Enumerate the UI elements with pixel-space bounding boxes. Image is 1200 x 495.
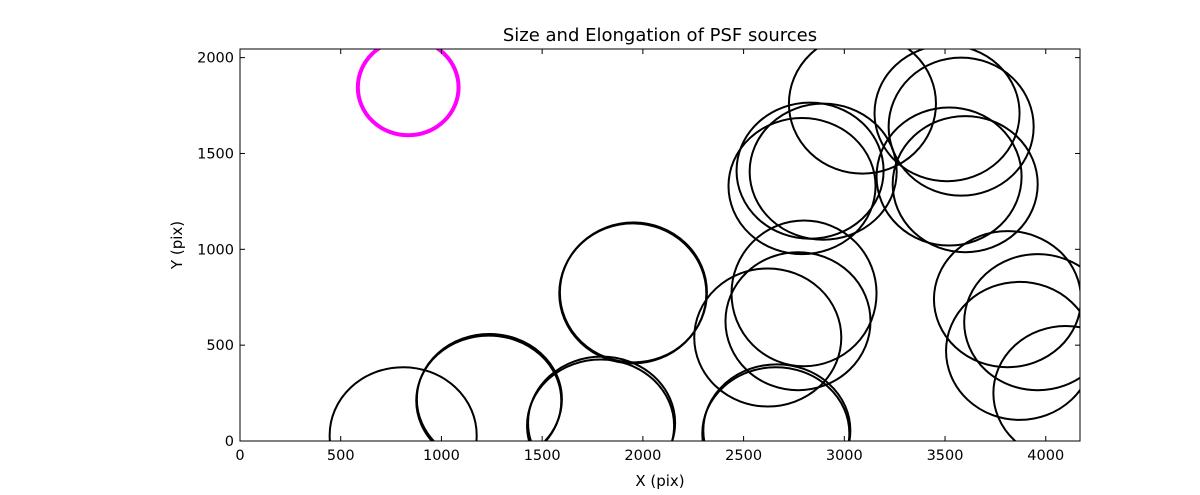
x-tick-label-0: 0: [235, 448, 244, 464]
x-tick-label-5: 2500: [725, 448, 762, 464]
y-axis-label: Y (pix): [168, 221, 186, 270]
psf-source-ellipse-6: [558, 221, 708, 364]
psf-source-ellipse-21: [963, 253, 1080, 392]
psf-source-ellipse-19: [891, 115, 1039, 254]
chart-title: Size and Elongation of PSF sources: [503, 25, 817, 46]
psf-source-ellipse-11: [730, 219, 878, 368]
psf-source-ellipse-8: [702, 363, 852, 441]
y-tick-label-1: 500: [206, 338, 234, 354]
psf-source-ellipse-16: [873, 49, 1021, 183]
psf-source-ellipse-23: [992, 325, 1080, 441]
psf-source-ellipse-2: [415, 333, 563, 441]
x-tick-label-4: 2000: [624, 448, 661, 464]
psf-source-ellipse-13: [748, 102, 898, 241]
x-tick-label-3: 1500: [524, 448, 561, 464]
psf-source-ellipse-17: [887, 56, 1035, 197]
x-tick-label-1: 500: [327, 448, 355, 464]
x-tick-label-2: 1000: [423, 448, 460, 464]
psf-source-ellipse-14: [727, 117, 877, 256]
psf-source-ellipse-1: [415, 334, 563, 441]
y-tick-label-2: 1000: [197, 242, 234, 258]
psf-source-ellipse-20: [932, 230, 1080, 369]
y-tick-label-4: 2000: [197, 51, 234, 67]
psf-source-ellipse-4: [527, 355, 677, 441]
psf-source-ellipse-0: [328, 366, 478, 441]
plot-frame: [239, 48, 1081, 442]
x-tick-label-8: 4000: [1027, 448, 1064, 464]
x-axis-label: X (pix): [635, 472, 684, 490]
psf-source-ellipse-22: [945, 280, 1080, 421]
axis-ticks-layer: 0 500 1000 1500 2000 2500 3000 3500 4000 0 500 1000…: [197, 49, 1080, 464]
psf-source-ellipse-3: [526, 358, 676, 441]
psf-source-ellipse-9: [693, 267, 843, 408]
reference-source-ellipse: [355, 49, 461, 138]
x-tick-label-6: 3000: [826, 448, 863, 464]
y-tick-label-0: 0: [225, 434, 234, 450]
psf-source-ellipse-15: [787, 49, 937, 175]
x-tick-label-7: 3500: [927, 448, 964, 464]
psf-source-ellipse-18: [875, 106, 1023, 247]
psf-source-ellipse-12: [735, 101, 885, 240]
y-tick-label-3: 1500: [197, 146, 234, 162]
psf-sources-layer: [328, 49, 1080, 441]
